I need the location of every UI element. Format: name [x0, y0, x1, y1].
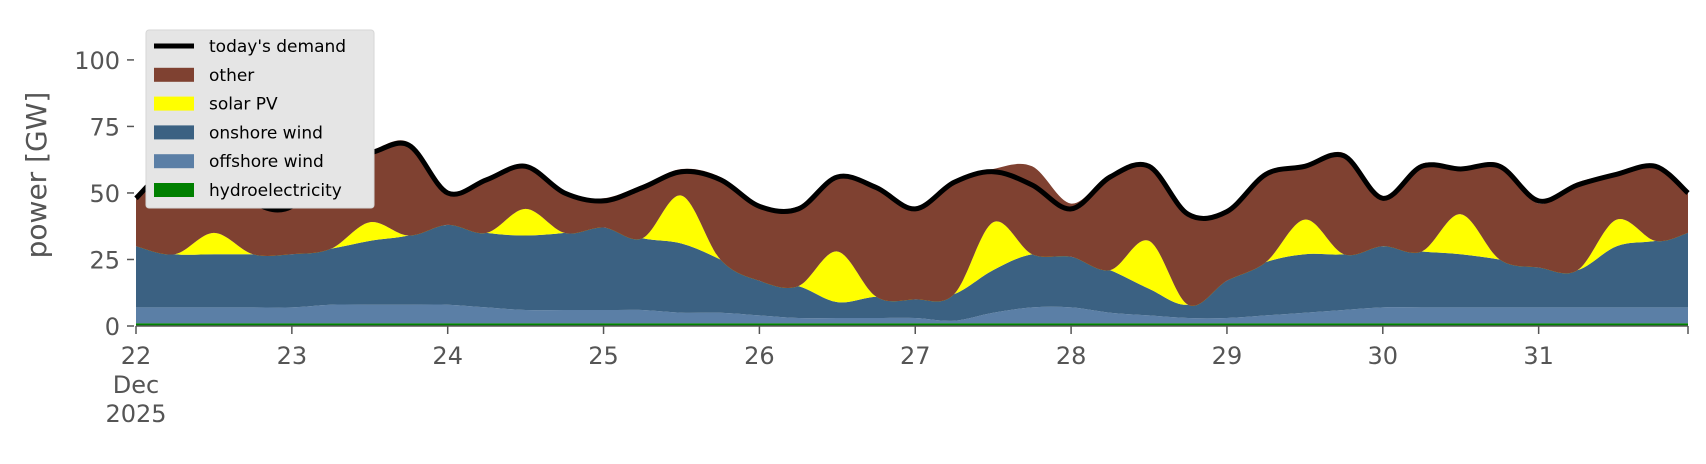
y-axis-ticks: 0 25 50 75 100: [74, 47, 134, 341]
legend-label-solar-pv: solar PV: [209, 95, 278, 115]
legend-swatch-offshore-wind: [154, 154, 194, 169]
x-tick-label: 30: [1368, 342, 1399, 370]
demand-line: [134, 140, 1690, 221]
y-tick-label: 25: [89, 246, 120, 274]
area-other: [136, 140, 1688, 306]
x-tick-label: 22 Dec 2025: [105, 342, 166, 428]
x-tick-label: 25: [588, 342, 619, 370]
legend-label-onshore-wind: onshore wind: [209, 123, 323, 143]
x-tick-label: 27: [900, 342, 931, 370]
legend: today's demand other solar PV onshore wind o…: [145, 29, 375, 209]
legend-swatch-other: [154, 67, 194, 82]
legend-box: [145, 29, 375, 209]
x-tick-label: 26: [744, 342, 775, 370]
legend-label-other: other: [209, 66, 254, 86]
x-tick-label: 28: [1056, 342, 1087, 370]
legend-swatch-hydroelectricity: [154, 183, 194, 197]
legend-label-hydroelectricity: hydroelectricity: [209, 181, 342, 201]
x-tick-label: 31: [1523, 342, 1554, 370]
y-axis-label: power [GW]: [20, 92, 53, 259]
x-tick-label: 29: [1212, 342, 1243, 370]
legend-swatch-onshore-wind: [154, 125, 194, 140]
legend-label-offshore-wind: offshore wind: [209, 152, 324, 172]
x-tick-label: 23: [277, 342, 308, 370]
demand-line-layer: [134, 140, 1690, 221]
y-tick-label: 50: [89, 180, 120, 208]
legend-swatch-solar-pv: [154, 96, 194, 111]
y-tick-label: 0: [105, 313, 120, 341]
x-tick-label: 24: [432, 342, 463, 370]
area-series-layer: [136, 140, 1688, 326]
legend-label-today-s-demand: today's demand: [209, 37, 346, 57]
y-tick-label: 75: [89, 113, 120, 141]
area-onshore-wind: [136, 224, 1688, 321]
x-axis-ticks: 22 Dec 2025 23 24 25 26 27 28 29 30 31: [105, 326, 1689, 428]
y-tick-label: 100: [74, 47, 120, 75]
area-offshore-wind: [136, 304, 1688, 324]
area-solar-pv: [136, 195, 1688, 306]
